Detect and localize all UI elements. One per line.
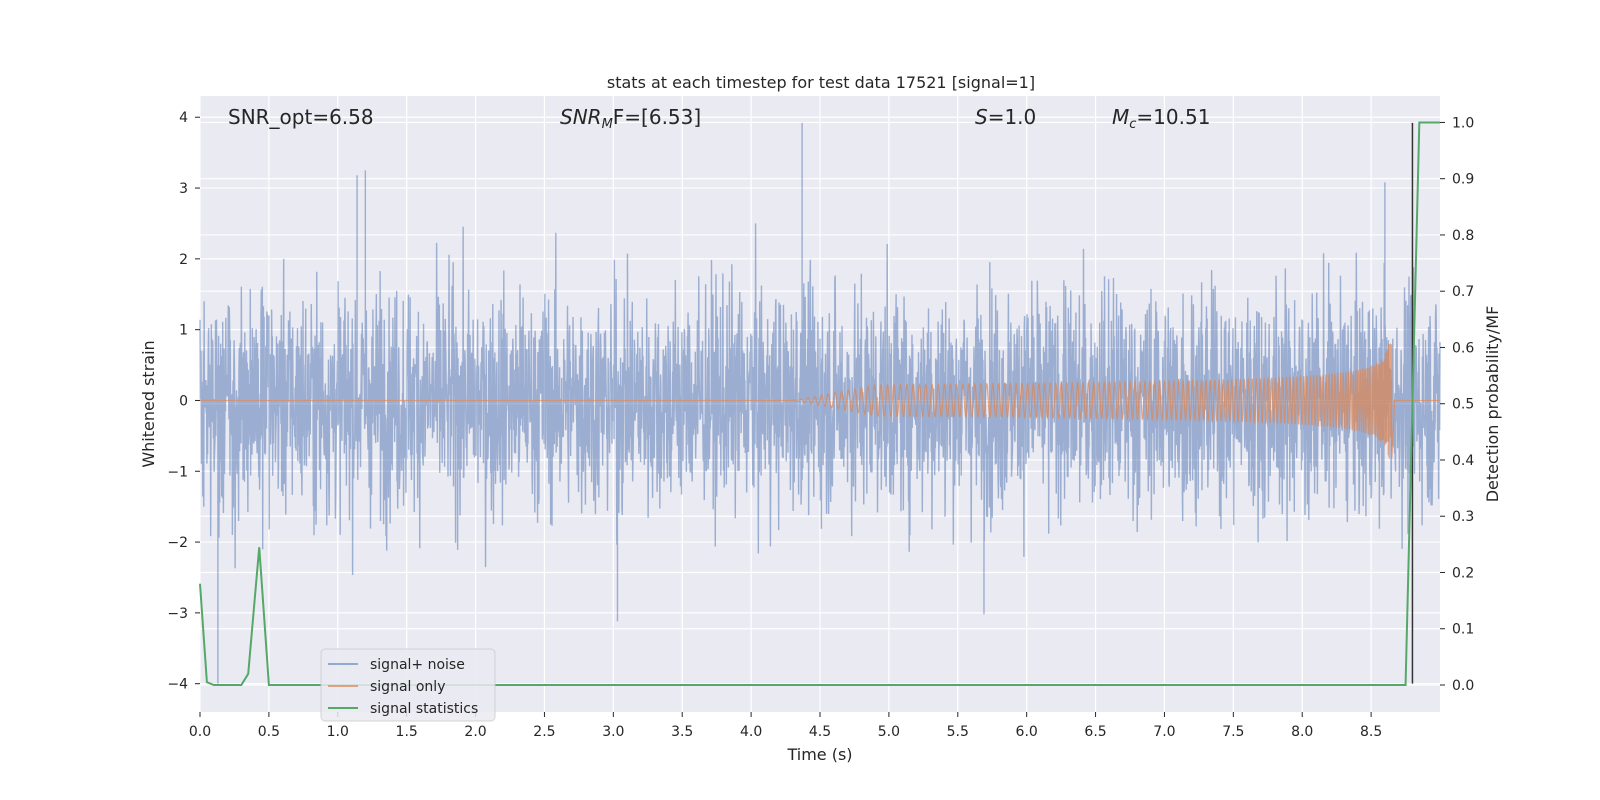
annotation-snr-opt: SNR_opt=6.58 — [228, 105, 374, 129]
y-tick-label: 1 — [179, 323, 188, 339]
y2-tick-label: 0.6 — [1452, 340, 1474, 356]
y2-tick-label: 0.1 — [1452, 622, 1474, 638]
y2-tick-label: 1.0 — [1452, 115, 1474, 131]
x-tick-label: 4.0 — [740, 724, 762, 740]
legend: signal+ noise signal only signal statist… — [320, 648, 496, 722]
x-tick-label: 8.5 — [1360, 724, 1382, 740]
x-tick-label: 2.5 — [533, 724, 555, 740]
x-tick-label: 1.0 — [327, 724, 349, 740]
y-tick-label: −2 — [167, 535, 188, 551]
x-tick-label: 6.0 — [1016, 724, 1038, 740]
series-signal-statistics — [199, 121, 1440, 686]
chart-title: stats at each timestep for test data 175… — [607, 73, 1035, 92]
plot-area — [199, 121, 1441, 686]
y-tick-label: −4 — [167, 677, 188, 693]
x-tick-label: 2.0 — [464, 724, 486, 740]
x-tick-label: 7.5 — [1222, 724, 1244, 740]
x-tick-label: 6.5 — [1084, 724, 1106, 740]
legend-label-signal-noise: signal+ noise — [370, 657, 465, 673]
x-tick-label: 0.0 — [189, 724, 211, 740]
legend-box — [320, 648, 496, 722]
y2-axis-label: Detection probability/MF — [1483, 306, 1502, 503]
x-tick-label: 0.5 — [258, 724, 280, 740]
annotation-snr-mf: SNRMF=[6.53] — [560, 105, 701, 132]
legend-label-signal-only: signal only — [370, 679, 445, 695]
x-tick-label: 8.0 — [1291, 724, 1313, 740]
y-tick-label: 4 — [179, 110, 188, 126]
x-tick-label: 7.0 — [1153, 724, 1175, 740]
y2-tick-label: 0.0 — [1452, 678, 1474, 694]
y2-tick-label: 0.8 — [1452, 228, 1474, 244]
x-tick-label: 5.5 — [947, 724, 969, 740]
y-axis-label: Whitened strain — [139, 340, 158, 467]
series-signal-noise — [199, 122, 1441, 684]
annotation-stat-s: S=1.0 — [975, 105, 1036, 129]
x-tick-label: 4.5 — [809, 724, 831, 740]
y-axis-ticks: 4 3 2 1 0 −1 −2 −3 −4 — [167, 110, 200, 693]
x-tick-label: 3.0 — [602, 724, 624, 740]
y-tick-label: 2 — [179, 252, 188, 268]
x-tick-label: 3.5 — [671, 724, 693, 740]
y-tick-label: 0 — [179, 393, 188, 409]
y2-tick-label: 0.5 — [1452, 397, 1474, 413]
y2-tick-label: 0.7 — [1452, 284, 1474, 300]
series-signal-only — [200, 343, 1440, 459]
x-tick-label: 5.0 — [878, 724, 900, 740]
y-tick-label: 3 — [179, 181, 188, 197]
y2-tick-label: 0.9 — [1452, 172, 1474, 188]
x-axis-label: Time (s) — [786, 745, 852, 764]
annotation-mc: Mc=10.51 — [1112, 105, 1210, 132]
y2-tick-label: 0.4 — [1452, 453, 1474, 469]
x-tick-label: 1.5 — [396, 724, 418, 740]
y2-tick-label: 0.3 — [1452, 509, 1474, 525]
y2-tick-label: 0.2 — [1452, 565, 1474, 581]
x-axis-ticks: 0.0 0.5 1.0 1.5 2.0 2.5 3.0 3.5 4.0 4.5 5.0 5.5 6.0 6… — [189, 712, 1382, 740]
y-tick-label: −3 — [167, 606, 188, 622]
y-tick-label: −1 — [167, 464, 188, 480]
legend-label-signal-statistics: signal statistics — [370, 701, 478, 717]
y2-axis-ticks: 1.0 0.9 0.8 0.7 0.6 0.5 0.4 0.3 0.2 0.1 0.0 — [1440, 115, 1474, 694]
